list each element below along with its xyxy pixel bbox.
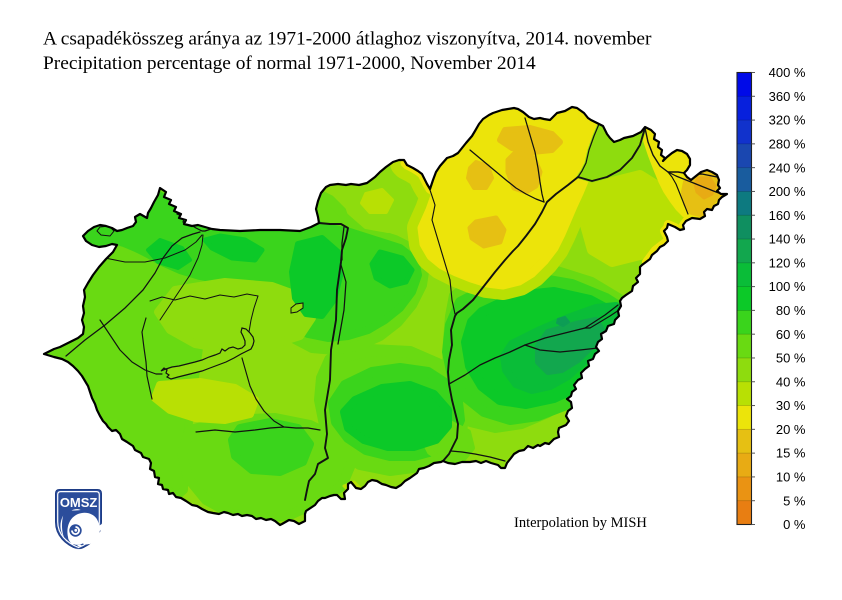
- svg-text:0 %: 0 %: [783, 517, 806, 532]
- svg-text:20 %: 20 %: [776, 422, 806, 437]
- svg-text:140 %: 140 %: [769, 232, 806, 247]
- svg-text:120 %: 120 %: [769, 255, 806, 270]
- svg-text:30 %: 30 %: [776, 398, 806, 413]
- svg-text:OMSZ: OMSZ: [60, 495, 98, 510]
- svg-text:280 %: 280 %: [769, 136, 806, 151]
- svg-text:400 %: 400 %: [769, 65, 806, 80]
- svg-text:360 %: 360 %: [769, 89, 806, 104]
- svg-text:A csapadékösszeg aránya az 197: A csapadékösszeg aránya az 1971-2000 átl…: [43, 29, 652, 50]
- svg-text:15 %: 15 %: [776, 446, 806, 461]
- svg-text:60 %: 60 %: [776, 327, 806, 342]
- svg-text:5 %: 5 %: [783, 493, 806, 508]
- svg-text:160 %: 160 %: [769, 208, 806, 223]
- svg-text:Interpolation by MISH: Interpolation by MISH: [514, 515, 647, 531]
- svg-text:Precipitation percentage of no: Precipitation percentage of normal 1971-…: [43, 53, 536, 74]
- svg-text:320 %: 320 %: [769, 113, 806, 128]
- svg-text:100 %: 100 %: [769, 279, 806, 294]
- svg-text:50 %: 50 %: [776, 351, 806, 366]
- svg-text:200 %: 200 %: [769, 184, 806, 199]
- svg-text:80 %: 80 %: [776, 303, 806, 318]
- svg-text:10 %: 10 %: [776, 470, 806, 485]
- svg-text:40 %: 40 %: [776, 374, 806, 389]
- svg-text:240 %: 240 %: [769, 160, 806, 175]
